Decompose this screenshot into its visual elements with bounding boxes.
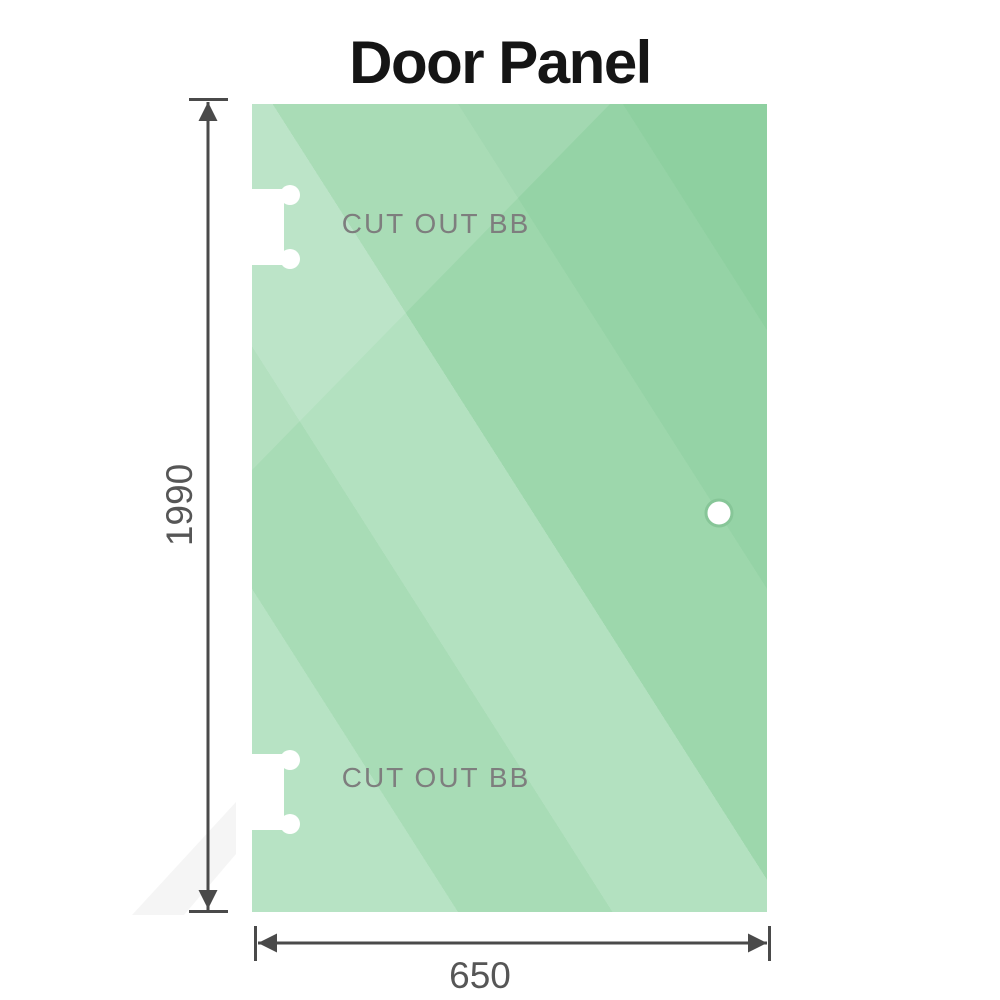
top-cutout-lobe-lower xyxy=(280,249,300,269)
arrow-up-icon xyxy=(198,102,218,121)
arrow-right-icon xyxy=(748,933,767,953)
handle-hole xyxy=(704,498,734,528)
top-cutout-lobe-upper xyxy=(280,185,300,205)
diagram-title: Door Panel xyxy=(349,29,651,96)
top-hinge-cutout xyxy=(248,185,300,269)
background-sheen xyxy=(132,802,236,915)
bottom-cutout-body xyxy=(248,754,284,830)
glass-reflection xyxy=(252,104,610,470)
height-dimension: 1990 xyxy=(159,98,228,913)
bottom-hinge-cutout xyxy=(248,750,300,834)
bottom-cutout-lobe-upper xyxy=(280,750,300,770)
arrow-left-icon xyxy=(258,933,277,953)
arrow-down-icon xyxy=(198,890,218,909)
glass-panel xyxy=(252,104,767,912)
bottom-cutout-lobe-lower xyxy=(280,814,300,834)
width-dimension: 650 xyxy=(254,926,771,996)
bottom-cutout-label: CUT OUT BB xyxy=(342,762,531,793)
height-dimension-value: 1990 xyxy=(159,464,200,546)
top-cutout-label: CUT OUT BB xyxy=(342,208,531,239)
width-dimension-value: 650 xyxy=(449,955,511,996)
top-cutout-body xyxy=(248,189,284,265)
